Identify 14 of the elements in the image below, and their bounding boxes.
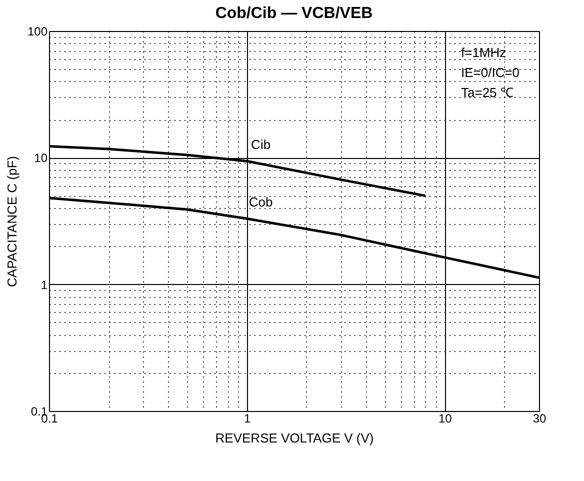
annotation: Ta=25 ℃ (461, 85, 514, 100)
series-label: Cib (251, 137, 271, 152)
x-axis-title: REVERSE VOLTAGE V (V) (215, 430, 374, 446)
annotation: f=1MHz (461, 45, 506, 60)
chart-title: Cob/Cib — VCB/VEB (215, 5, 373, 22)
x-tick-label: 10 (438, 412, 452, 426)
series-label: Cob (248, 194, 273, 210)
y-tick-label: 1 (40, 278, 48, 292)
y-axis-title: CAPACITANCE C (pF) (4, 156, 20, 287)
annotation: IE=0/IC=0 (461, 65, 520, 80)
x-tick-label: 1 (244, 412, 251, 426)
y-tick-label: 10 (34, 151, 48, 166)
x-tick-label: 30 (532, 412, 546, 426)
y-tick-label: 100 (27, 24, 48, 38)
